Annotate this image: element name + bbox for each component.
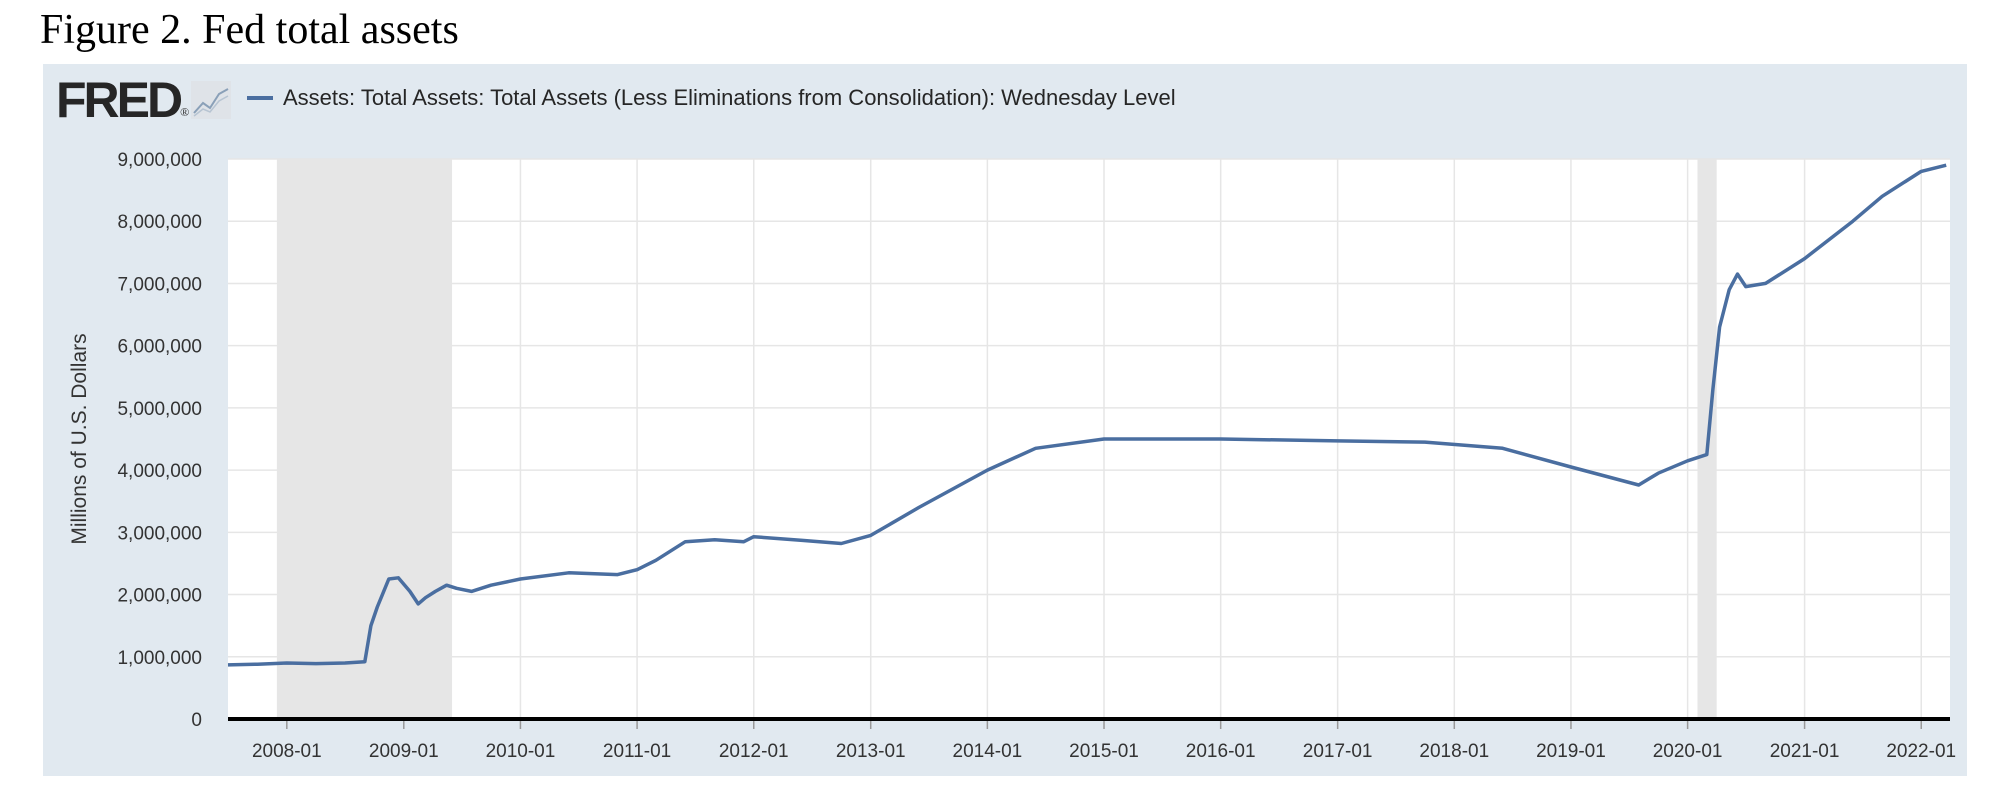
x-tick-label: 2020-01 (1653, 741, 1723, 762)
y-tick-label: 7,000,000 (117, 274, 202, 295)
y-tick-label: 9,000,000 (117, 150, 202, 171)
legend-swatch (247, 96, 273, 100)
y-tick-label: 4,000,000 (117, 461, 202, 482)
x-tick-label: 2011-01 (603, 741, 671, 762)
y-tick-label: 2,000,000 (117, 586, 202, 607)
x-tick-label: 2014-01 (953, 741, 1023, 762)
x-tick-label: 2009-01 (369, 741, 439, 762)
y-tick-label: 1,000,000 (117, 648, 202, 669)
legend[interactable]: Assets: Total Assets: Total Assets (Less… (247, 82, 1176, 114)
x-tick-label: 2019-01 (1536, 741, 1606, 762)
fred-logo-mark: ® (180, 105, 190, 119)
series-line-0 (227, 163, 1947, 667)
x-tick-label: 2021-01 (1770, 741, 1840, 762)
x-tick-label: 2013-01 (836, 741, 906, 762)
x-tick-label: 2022-01 (1886, 741, 1956, 762)
x-tick-label: 2017-01 (1303, 741, 1373, 762)
x-tick-label: 2012-01 (719, 741, 789, 762)
plot-area (228, 159, 1950, 719)
fred-logo-text: FRED (56, 72, 183, 128)
y-axis-label: Millions of U.S. Dollars (68, 333, 91, 544)
x-tick-label: 2015-01 (1069, 741, 1139, 762)
y-tick-label: 6,000,000 (117, 337, 202, 358)
legend-label: Assets: Total Assets: Total Assets (Less… (283, 85, 1176, 110)
recession-band-0 (276, 159, 453, 719)
y-tick-label: 8,000,000 (117, 212, 202, 233)
x-tick-label: 2016-01 (1186, 741, 1256, 762)
x-tick-label: 2018-01 (1419, 741, 1489, 762)
figure-title: Figure 2. Fed total assets (40, 7, 459, 53)
fred-chart-icon (191, 81, 232, 119)
y-tick-label: 3,000,000 (117, 523, 202, 544)
x-tick-label: 2010-01 (486, 741, 556, 762)
x-tick-label: 2008-01 (252, 741, 322, 762)
y-tick-label: 0 (191, 710, 202, 731)
fred-logo[interactable]: FRED ® (56, 72, 232, 128)
y-tick-label: 5,000,000 (117, 399, 202, 420)
